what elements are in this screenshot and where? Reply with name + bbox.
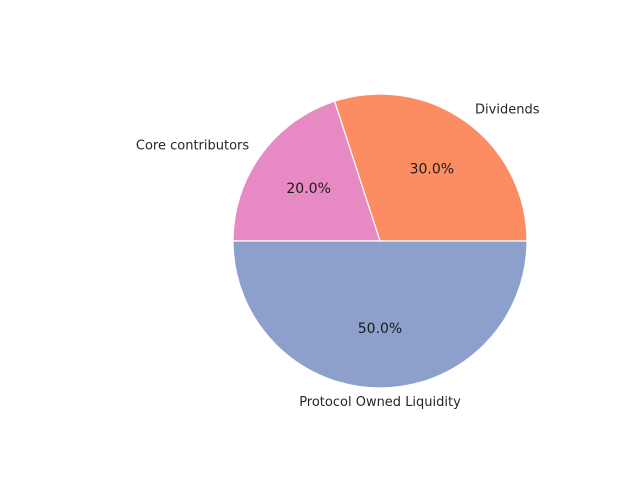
pie-slices — [232, 93, 528, 389]
slice-percent-protocol-owned-liquidity: 50.0% — [358, 321, 402, 337]
pie-slice-core-contributors — [232, 100, 381, 242]
slice-label-dividends: Dividends — [475, 103, 540, 118]
pie-labels: Dividends 30.0% Core contributors 20.0% Prot… — [136, 103, 540, 411]
slice-label-core-contributors: Core contributors — [136, 138, 250, 153]
pie-slice-dividends — [333, 93, 528, 242]
slice-percent-dividends: 30.0% — [410, 162, 454, 178]
slice-label-protocol-owned-liquidity: Protocol Owned Liquidity — [299, 395, 461, 410]
slice-percent-core-contributors: 20.0% — [286, 181, 330, 197]
pie-slice-protocol-owned-liquidity — [232, 240, 528, 389]
